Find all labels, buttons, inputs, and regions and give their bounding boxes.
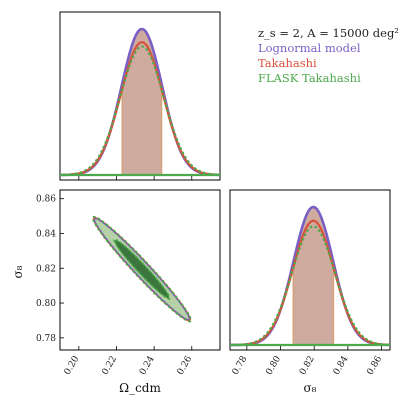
x-tick-label-sigma8: 0.86 (365, 354, 384, 377)
x-tick-label-omega: 0.24 (138, 354, 157, 377)
omega-marginal-panel (59, 11, 221, 181)
legend-lognormal: Lognormal model (258, 41, 361, 55)
marginal-curve-flask-takahashi (229, 225, 391, 347)
y-tick-label-sigma8: 0.78 (36, 334, 56, 344)
omega-marginal-curves (59, 27, 221, 177)
contour-ellipses (91, 215, 192, 323)
shaded-interval (293, 207, 334, 345)
legend-flask-takahashi: FLASK Takahashi (258, 71, 361, 85)
contour-group (91, 215, 192, 323)
contour-inner (114, 240, 170, 299)
x-tick-label-sigma8: 0.84 (332, 354, 351, 377)
x-axis-label-sigma8: σ₈ (303, 381, 316, 395)
x-tick-label-omega: 0.22 (100, 355, 119, 377)
x-axis-label-omega: Ω_cdm (119, 381, 161, 395)
x-tick-label-sigma8: 0.82 (298, 355, 317, 377)
sigma8-marginal-panel (229, 189, 391, 351)
x-tick-label-sigma8: 0.80 (264, 354, 283, 377)
shaded-interval (122, 29, 162, 175)
y-tick-label-sigma8: 0.84 (36, 229, 56, 239)
y-axis-label-sigma8: σ₈ (11, 265, 25, 278)
y-tick-label-sigma8: 0.80 (36, 299, 56, 309)
contour-inner-flask (113, 238, 171, 300)
y-tick-label-sigma8: 0.86 (36, 195, 56, 205)
contour-panel (59, 189, 221, 351)
y-tick-label-sigma8: 0.82 (36, 264, 56, 274)
x-tick-label-omega: 0.20 (63, 354, 82, 377)
contour-outer-flask (91, 215, 192, 323)
x-tick-label-sigma8: 0.78 (231, 354, 250, 377)
legend-takahashi: Takahashi (258, 56, 317, 70)
sigma8-marginal-curves (229, 205, 391, 347)
x-tick-label-omega: 0.26 (176, 354, 195, 377)
marginal-curve-flask-takahashi (59, 45, 221, 176)
legend-title: z_s = 2, A = 15000 deg² (258, 26, 399, 40)
